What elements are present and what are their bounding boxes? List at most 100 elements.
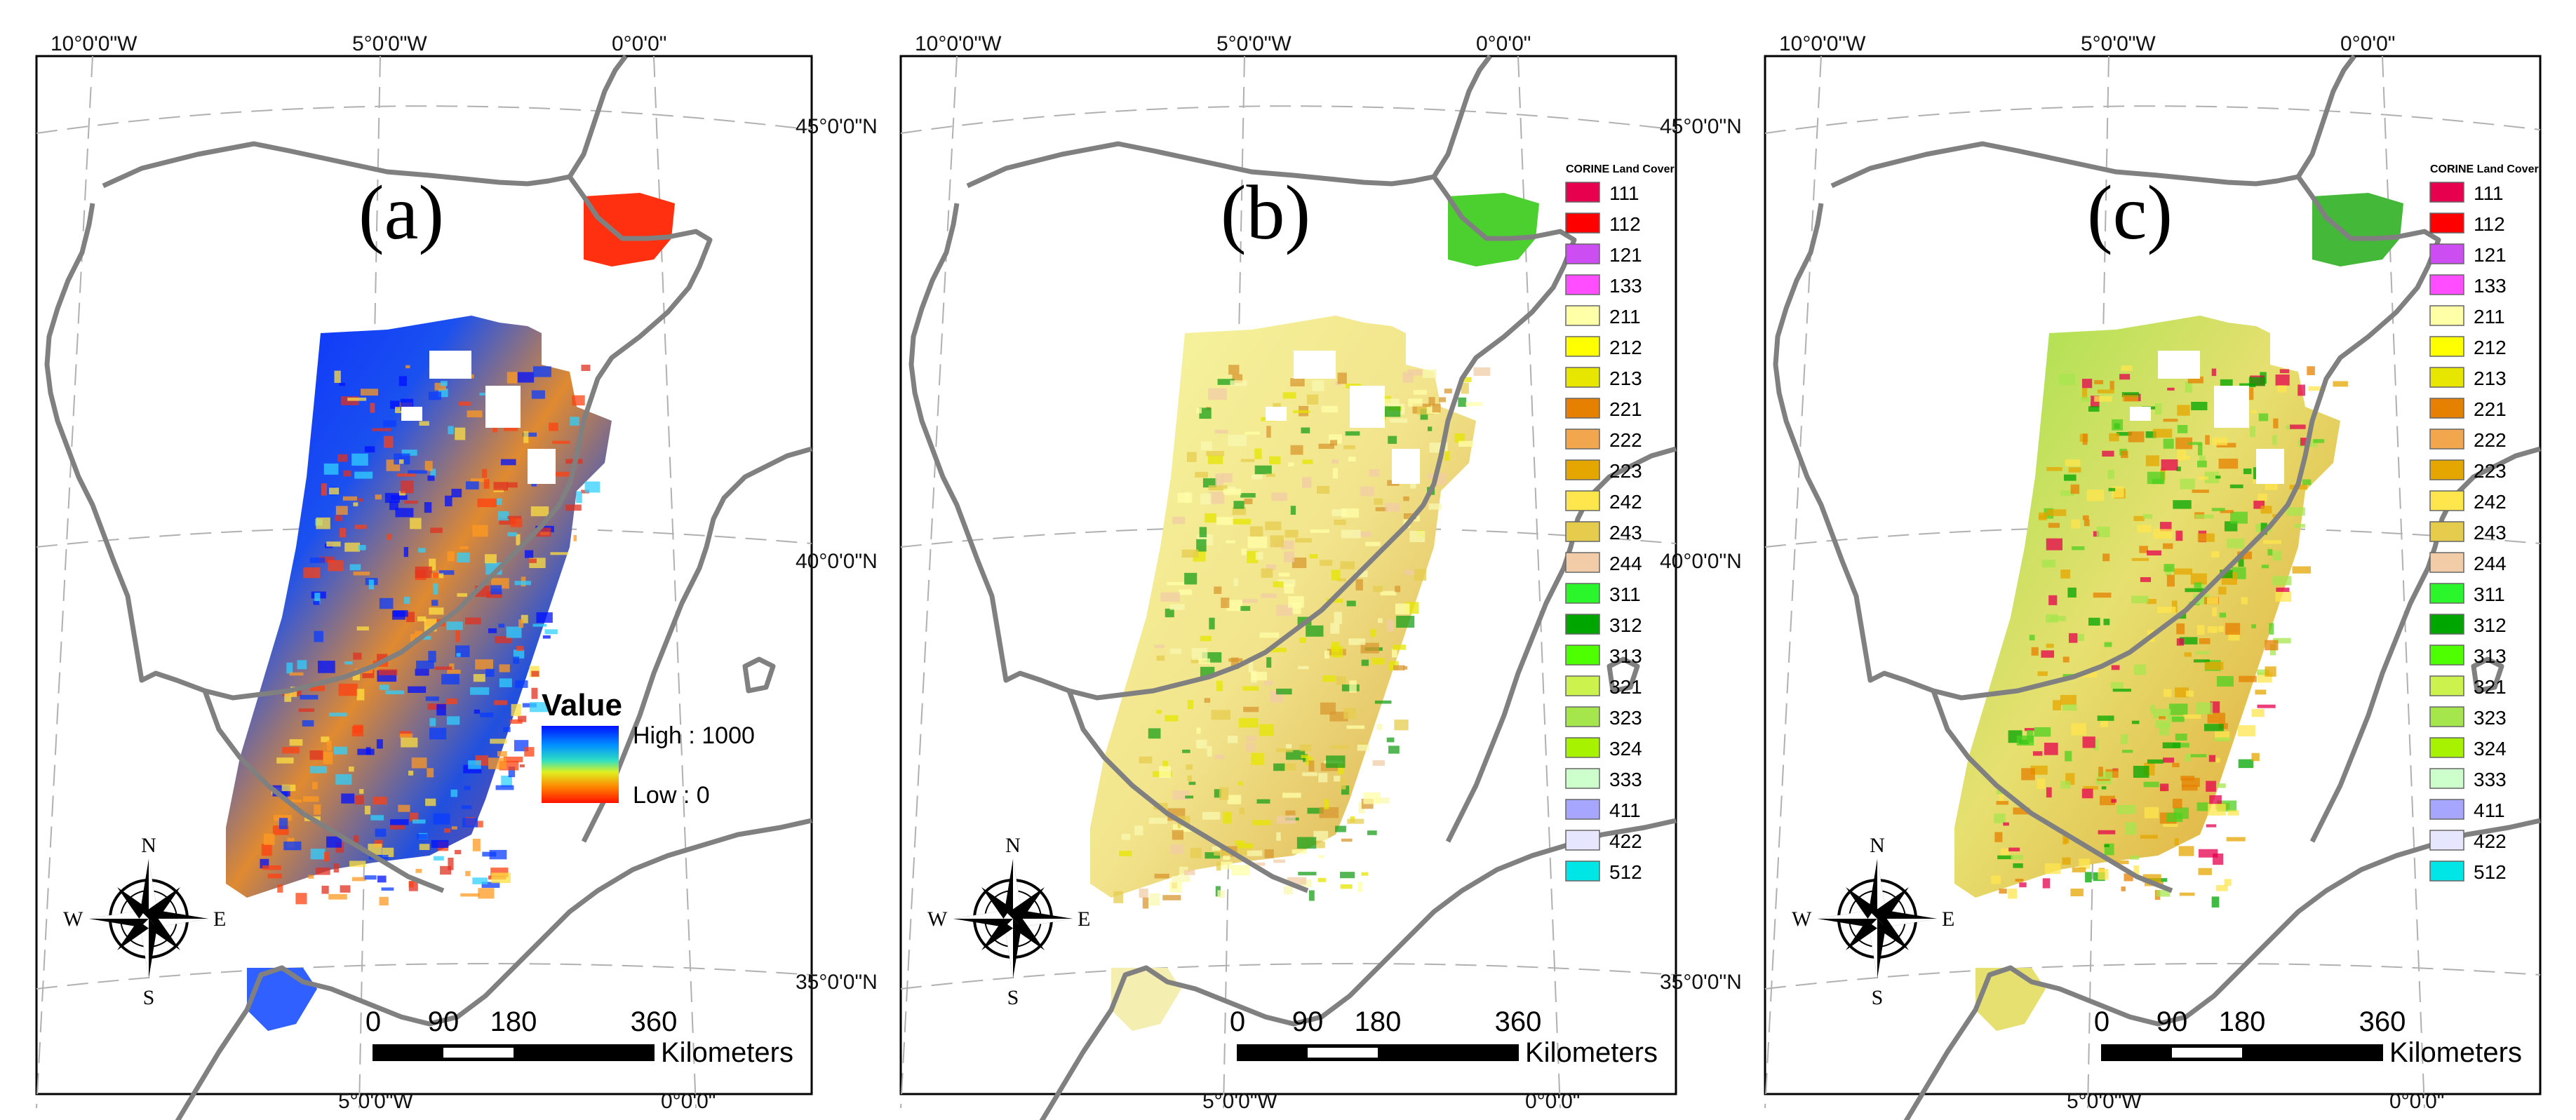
raster-speckle <box>531 390 545 399</box>
raster-speckle <box>396 473 416 477</box>
raster-speckle <box>1301 427 1310 433</box>
raster-speckle <box>1372 760 1385 766</box>
raster-speckle <box>1247 536 1268 548</box>
legend-swatch-324 <box>2429 737 2464 758</box>
raster-speckle <box>398 376 408 386</box>
legend-swatch-222 <box>1565 429 1600 450</box>
raster-speckle <box>1375 507 1388 511</box>
raster-speckle <box>2013 863 2023 868</box>
raster-speckle <box>2152 478 2164 485</box>
raster-speckle <box>2163 757 2174 763</box>
raster-speckle <box>2161 459 2178 471</box>
raster-speckle <box>2097 778 2111 781</box>
raster-speckle <box>335 506 348 515</box>
lat-tick-label: 35°0'0"N <box>1660 971 1742 994</box>
raster-speckle <box>513 656 520 664</box>
raster-speckle <box>1183 870 1195 875</box>
raster-speckle <box>1403 496 1409 501</box>
legend-swatch-222 <box>2429 429 2464 450</box>
coastline-balearic <box>2471 656 2504 694</box>
raster-speckle <box>1333 776 1341 782</box>
raster-speckle <box>1301 477 1312 488</box>
raster-speckle <box>1282 792 1301 798</box>
raster-speckle <box>2207 626 2218 633</box>
raster-speckle <box>1177 492 1193 504</box>
raster-speckle <box>1370 629 1376 637</box>
raster-speckle <box>339 382 345 386</box>
raster-speckle <box>1326 755 1346 768</box>
legend-code-221: 221 <box>2474 398 2507 420</box>
raster-speckle <box>2313 439 2325 443</box>
raster-speckle <box>1216 861 1221 871</box>
legend-swatch-333 <box>2429 768 2464 789</box>
raster-speckle <box>415 566 432 579</box>
raster-speckle <box>1283 886 1293 895</box>
raster-speckle <box>1165 608 1174 618</box>
raster-speckle <box>2229 484 2243 489</box>
legend-swatch-243 <box>1565 521 1600 542</box>
top-tick-label: 10°0'0"W <box>1779 32 1866 55</box>
raster-speckle <box>2175 530 2183 541</box>
raster-speckle <box>2207 597 2218 605</box>
raster-speckle <box>2220 510 2234 513</box>
raster-speckle <box>451 826 457 830</box>
raster-speckle <box>373 797 387 805</box>
raster-speckle <box>329 487 340 495</box>
raster-speckle <box>483 479 490 489</box>
raster-speckle <box>2190 573 2207 585</box>
raster-speckle <box>340 885 351 893</box>
compass-star-light <box>89 859 208 978</box>
raster-speckle <box>394 453 410 465</box>
graticule-line-10w <box>900 55 958 1109</box>
raster-speckle <box>1352 532 1372 537</box>
raster-speckle <box>1402 666 1408 670</box>
raster-speckle <box>2265 640 2279 651</box>
raster-speckle <box>1355 571 1368 578</box>
raster-speckle <box>1139 756 1153 764</box>
raster-speckle <box>374 839 383 848</box>
raster-speckle <box>337 454 348 462</box>
raster-speckle <box>2088 406 2100 412</box>
raster-speckle <box>1336 676 1346 685</box>
raster-speckle <box>1251 671 1267 681</box>
raster-speckle <box>303 567 321 579</box>
legend-swatch-333 <box>1565 768 1600 789</box>
raster-speckle <box>381 887 394 891</box>
raster-speckle <box>1266 473 1275 477</box>
legend-code-411: 411 <box>2474 799 2505 821</box>
raster-speckle <box>489 849 507 860</box>
panel-label: (b) <box>1221 170 1310 255</box>
raster-speckle <box>485 668 495 677</box>
raster-speckle <box>555 471 572 477</box>
raster-speckle <box>2238 555 2244 567</box>
raster-speckle <box>1270 535 1284 548</box>
raster-speckle <box>2159 783 2169 792</box>
raster-b <box>1090 193 1539 1031</box>
raster-speckle <box>1235 840 1245 845</box>
raster-speckle <box>2081 788 2093 799</box>
raster-speckle <box>1266 657 1272 668</box>
raster-speckle <box>463 764 482 774</box>
coastline-africa <box>175 818 812 1120</box>
raster-speckle <box>2176 466 2181 471</box>
legend-code-213: 213 <box>1609 367 1642 389</box>
raster-speckle <box>430 527 443 533</box>
raster-speckle <box>2133 765 2149 778</box>
raster-speckle <box>1324 650 1330 659</box>
raster-footprint-south <box>1975 968 2046 1031</box>
raster-speckle <box>1288 462 1294 467</box>
raster-speckle <box>2176 638 2184 646</box>
raster-speckle <box>1199 527 1207 538</box>
raster-speckle <box>2111 799 2117 803</box>
raster-speckle <box>309 750 323 760</box>
raster-speckle <box>1254 465 1272 475</box>
raster-speckle <box>1186 764 1193 770</box>
raster-speckle <box>1271 492 1287 501</box>
raster-speckle <box>2294 524 2314 528</box>
legend-code-222: 222 <box>1609 429 1642 451</box>
raster-speckle <box>408 770 414 776</box>
compass-e: E <box>1078 908 1090 931</box>
raster-speckle <box>2071 723 2087 736</box>
graticule-line-35n <box>36 963 812 990</box>
